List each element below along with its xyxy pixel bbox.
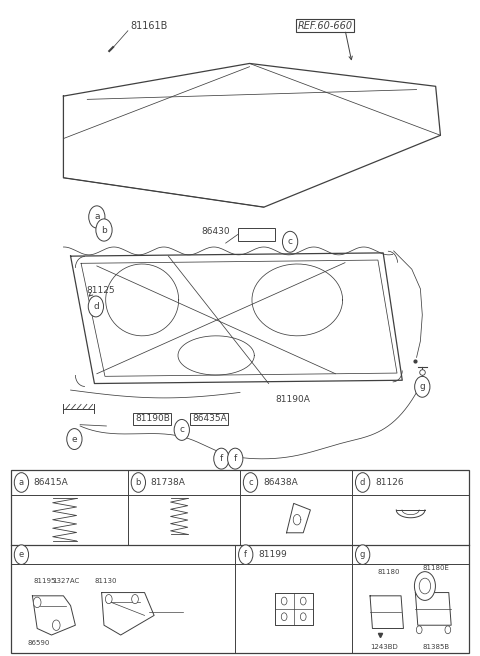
Text: 86415A: 86415A (34, 478, 69, 487)
Text: 81190A: 81190A (276, 396, 311, 404)
Text: a: a (19, 478, 24, 487)
Text: 81385B: 81385B (422, 644, 450, 650)
Text: e: e (19, 550, 24, 559)
Bar (190, 413, 228, 424)
Bar (11, 470, 469, 653)
Circle shape (67, 428, 82, 449)
Circle shape (14, 545, 29, 564)
Circle shape (281, 613, 287, 621)
Circle shape (174, 419, 190, 440)
Circle shape (34, 597, 41, 607)
Circle shape (214, 448, 229, 469)
Text: c: c (179, 425, 184, 434)
Text: 86435A: 86435A (192, 414, 227, 422)
Circle shape (282, 232, 298, 252)
Text: f: f (244, 550, 247, 559)
Circle shape (88, 296, 104, 317)
Text: 1327AC: 1327AC (52, 579, 80, 584)
Text: g: g (420, 382, 425, 391)
Text: 81195: 81195 (34, 579, 56, 584)
Text: REF.60-660: REF.60-660 (297, 20, 352, 31)
Circle shape (52, 620, 60, 630)
Text: f: f (234, 454, 237, 463)
Text: 81161B: 81161B (130, 21, 168, 31)
Circle shape (106, 594, 112, 604)
Circle shape (356, 545, 370, 564)
Text: 86430: 86430 (202, 227, 230, 236)
Text: 81125: 81125 (86, 286, 115, 295)
Circle shape (89, 206, 105, 228)
Circle shape (415, 377, 430, 398)
Bar (132, 413, 171, 424)
Circle shape (228, 448, 243, 469)
Text: c: c (248, 478, 253, 487)
Circle shape (300, 613, 306, 621)
Text: d: d (93, 302, 99, 311)
Text: f: f (220, 454, 223, 463)
Text: a: a (94, 213, 99, 222)
Circle shape (300, 597, 306, 605)
Text: 1243BD: 1243BD (370, 644, 398, 650)
Text: b: b (101, 226, 107, 234)
Text: 86438A: 86438A (263, 478, 298, 487)
Circle shape (445, 626, 451, 634)
Text: 81190B: 81190B (135, 414, 170, 422)
Text: 81199: 81199 (258, 550, 287, 559)
Circle shape (96, 219, 112, 241)
Circle shape (14, 473, 29, 492)
Text: 81180E: 81180E (422, 565, 449, 571)
Text: e: e (72, 434, 77, 443)
Circle shape (414, 571, 435, 600)
Text: g: g (360, 550, 365, 559)
Text: 86590: 86590 (28, 640, 50, 646)
Circle shape (281, 597, 287, 605)
Text: 81738A: 81738A (151, 478, 186, 487)
Circle shape (131, 473, 145, 492)
Text: 81130: 81130 (95, 579, 117, 584)
Circle shape (239, 545, 253, 564)
Text: c: c (288, 237, 293, 246)
Circle shape (243, 473, 258, 492)
Text: 81180: 81180 (377, 569, 400, 575)
Circle shape (132, 594, 138, 604)
Text: b: b (136, 478, 141, 487)
Circle shape (356, 473, 370, 492)
Text: 81126: 81126 (375, 478, 404, 487)
Text: d: d (360, 478, 365, 487)
Circle shape (416, 626, 422, 634)
Bar (238, 228, 275, 241)
